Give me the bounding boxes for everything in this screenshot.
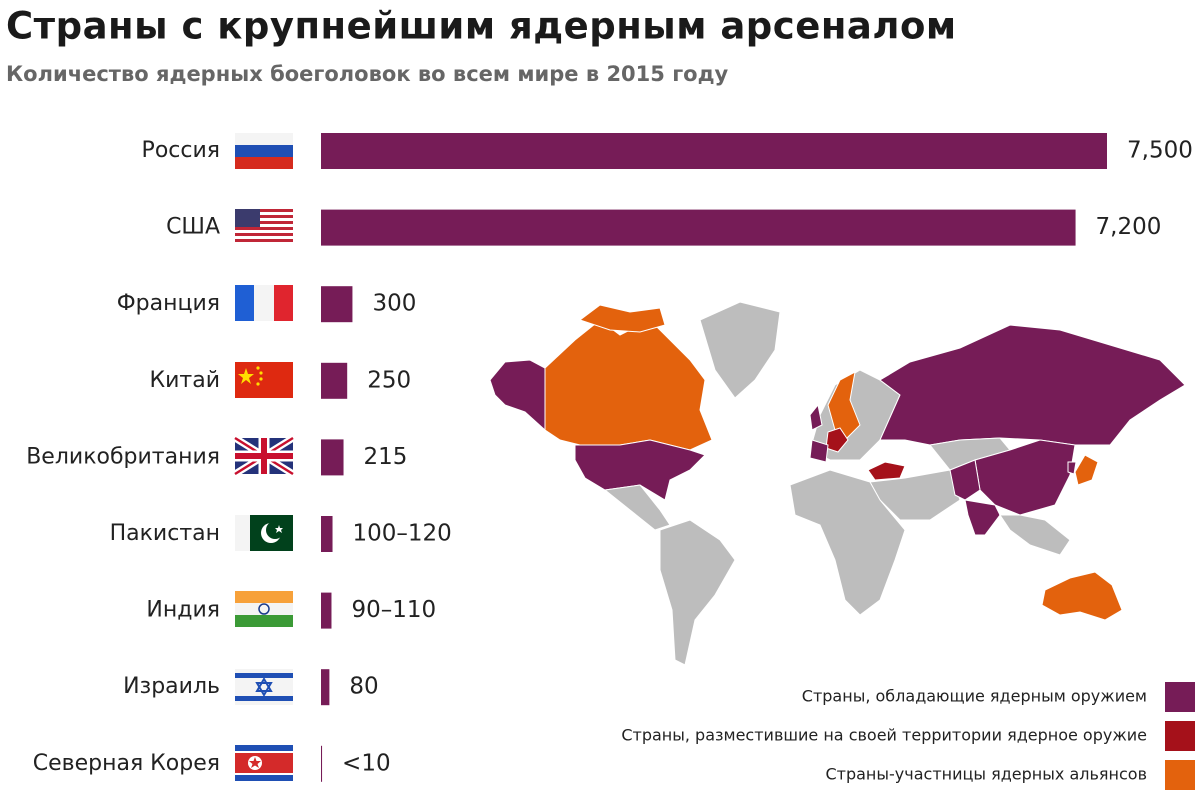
value-label: 90–110 bbox=[351, 597, 436, 623]
category-label: Израиль bbox=[123, 674, 220, 699]
map-pakistan bbox=[949, 459, 981, 501]
map-japan bbox=[1074, 454, 1099, 486]
map-south-america bbox=[659, 519, 736, 666]
map-korea bbox=[1067, 461, 1077, 475]
value-label: 300 bbox=[372, 291, 416, 317]
bar bbox=[321, 669, 330, 706]
bar bbox=[321, 745, 323, 782]
map-uk bbox=[809, 403, 823, 431]
bar bbox=[321, 592, 332, 629]
flag-india bbox=[235, 591, 293, 627]
flag-israel bbox=[235, 669, 293, 705]
category-label: США bbox=[166, 215, 220, 240]
bar bbox=[321, 133, 1107, 169]
map-greenland bbox=[699, 301, 781, 399]
map-central-america bbox=[603, 484, 671, 531]
flag-north-korea bbox=[235, 745, 293, 781]
legend-swatch bbox=[1165, 760, 1195, 790]
map-australia bbox=[1041, 571, 1123, 621]
legend-label: Страны, разместившие на своей территории… bbox=[621, 726, 1147, 745]
map-turkey bbox=[867, 461, 906, 481]
chart-title: Страны с крупнейшим ядерным арсеналом bbox=[6, 5, 957, 48]
map-china bbox=[974, 439, 1076, 516]
flag-pakistan bbox=[235, 515, 293, 551]
legend-label: Страны-участницы ядерных альянсов bbox=[825, 765, 1147, 784]
category-label: Россия bbox=[142, 138, 220, 163]
flag-france bbox=[235, 285, 293, 321]
flag-usa bbox=[235, 209, 293, 245]
value-label: 7,200 bbox=[1096, 214, 1162, 240]
flags bbox=[233, 133, 295, 781]
map-arctic-isles bbox=[578, 304, 666, 333]
category-label: Великобритания bbox=[26, 444, 220, 469]
legend-label: Страны, обладающие ядерным оружием bbox=[802, 687, 1147, 706]
map-alaska bbox=[489, 359, 546, 432]
value-label: 7,500 bbox=[1127, 138, 1193, 164]
map-usa bbox=[574, 439, 706, 501]
value-label: 100–120 bbox=[353, 521, 452, 547]
map-se-asia bbox=[999, 514, 1071, 556]
flag-uk bbox=[233, 435, 295, 477]
category-label: Китай bbox=[149, 368, 220, 393]
category-label: Пакистан bbox=[110, 521, 220, 546]
bar bbox=[321, 286, 353, 323]
category-label: Индия bbox=[146, 598, 220, 623]
value-label: 80 bbox=[349, 674, 378, 700]
value-label: <10 bbox=[342, 750, 391, 776]
bar bbox=[321, 439, 344, 476]
map-india bbox=[964, 499, 1001, 536]
map-russia bbox=[879, 324, 1186, 446]
world-map bbox=[489, 301, 1186, 666]
category-label: Франция bbox=[117, 291, 220, 316]
value-label: 215 bbox=[364, 444, 408, 470]
value-label: 250 bbox=[367, 367, 411, 393]
flag-russia bbox=[235, 133, 293, 169]
chart-subtitle: Количество ядерных боеголовок во всем ми… bbox=[6, 62, 729, 86]
map-canada bbox=[544, 319, 713, 451]
bar bbox=[321, 362, 348, 399]
flag-china bbox=[235, 362, 293, 398]
legend-swatch bbox=[1165, 682, 1195, 712]
bar bbox=[321, 209, 1076, 246]
legend-swatch bbox=[1165, 721, 1195, 751]
bar bbox=[321, 516, 333, 552]
category-label: Северная Корея bbox=[33, 751, 220, 776]
map-france bbox=[809, 439, 829, 463]
map-africa bbox=[789, 469, 906, 616]
